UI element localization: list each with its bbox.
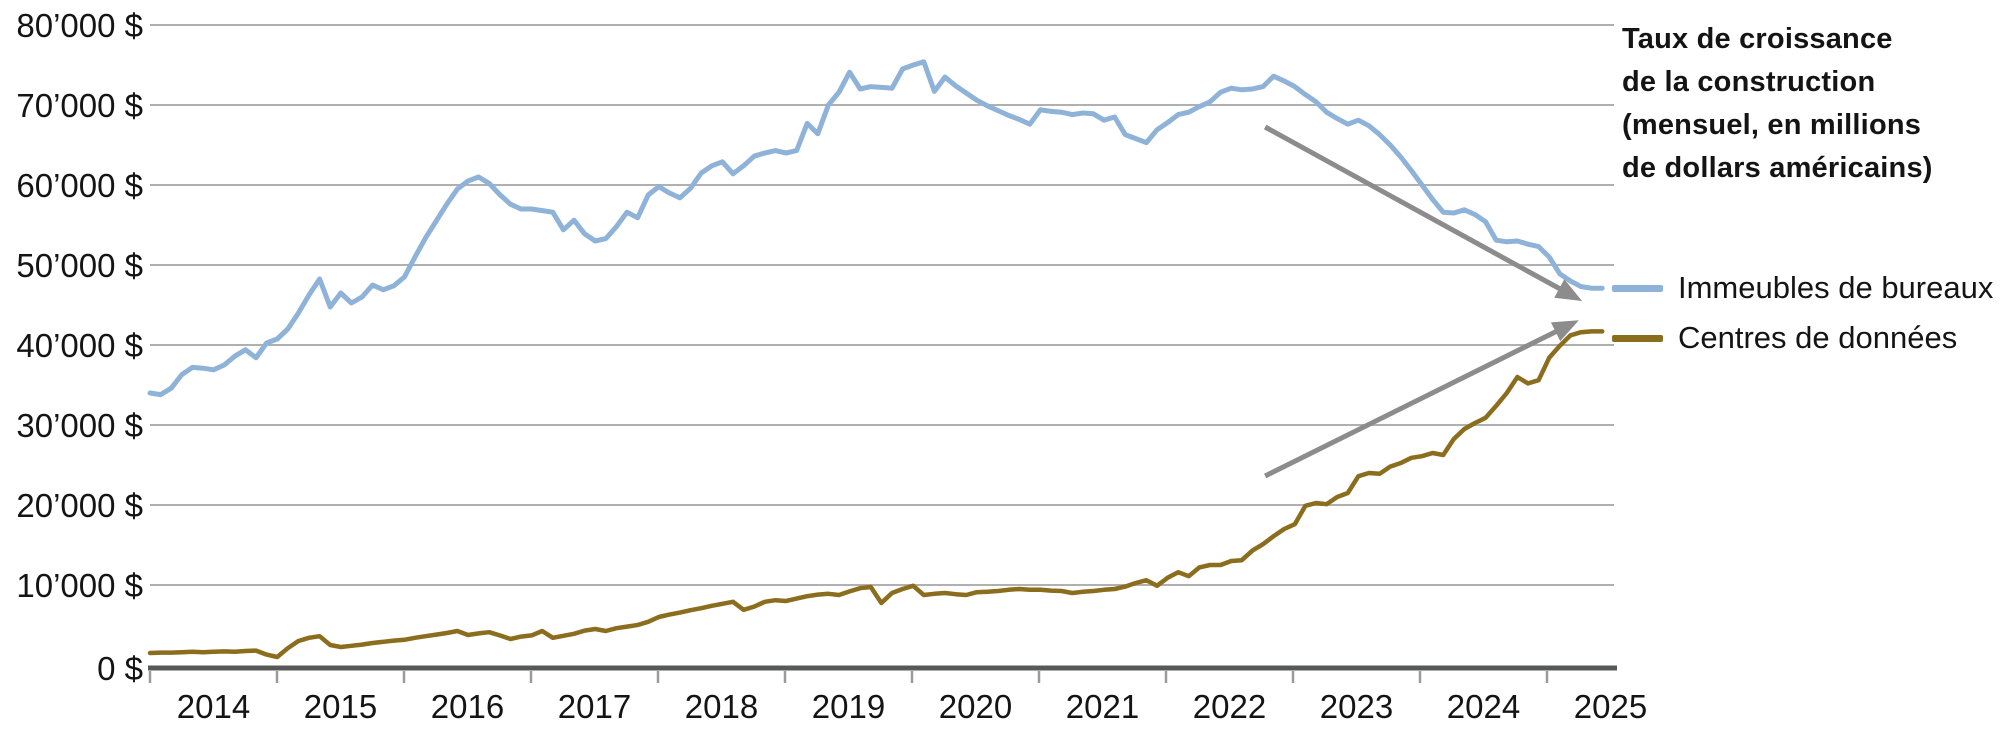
x-axis-label: 2022 bbox=[1193, 688, 1266, 725]
x-axis-label: 2018 bbox=[685, 688, 758, 725]
legend-label-centres: Centres de données bbox=[1678, 320, 1958, 355]
legend-swatch-immeubles-icon bbox=[1612, 284, 1663, 292]
legend-item-centres-de-donnees: Centres de données bbox=[1612, 320, 1958, 355]
y-axis-label: 10’000 $ bbox=[16, 567, 143, 604]
x-axis-label: 2014 bbox=[177, 688, 250, 725]
annotation-arrow-shaft-0 bbox=[1263, 124, 1566, 294]
x-axis-label: 2017 bbox=[558, 688, 631, 725]
x-axis-label: 2023 bbox=[1320, 688, 1393, 725]
y-axis-label: 80’000 $ bbox=[16, 7, 143, 44]
legend-label-immeubles: Immeubles de bureaux bbox=[1678, 270, 1994, 305]
x-axis-label: 2020 bbox=[939, 688, 1012, 725]
chart-title: Taux de croissance de la construction (m… bbox=[1622, 23, 1933, 184]
annotation-arrow-shaft-1 bbox=[1264, 326, 1563, 479]
series-line-immeubles-de-bureaux bbox=[147, 59, 1605, 398]
annotation-arrowhead-icon-1 bbox=[1550, 320, 1579, 342]
y-axis-label: 60’000 $ bbox=[16, 167, 143, 204]
x-axis-label: 2025 bbox=[1574, 688, 1647, 725]
y-axis-label: 0 $ bbox=[97, 650, 143, 687]
y-axis-label: 70’000 $ bbox=[16, 87, 143, 124]
annotation-arrowhead-icon-0 bbox=[1554, 279, 1583, 301]
x-axis-label: 2024 bbox=[1447, 688, 1520, 725]
y-axis-label: 30’000 $ bbox=[16, 407, 143, 444]
x-axis-label: 2015 bbox=[304, 688, 377, 725]
y-axis-label: 40’000 $ bbox=[16, 327, 143, 364]
y-axis-label: 20’000 $ bbox=[16, 487, 143, 524]
legend-swatch-centres-icon bbox=[1612, 334, 1663, 342]
legend-item-immeubles-de-bureaux: Immeubles de bureaux bbox=[1612, 270, 1994, 305]
series-line-centres-de-donnees bbox=[147, 329, 1605, 660]
x-axis-label: 2016 bbox=[431, 688, 504, 725]
x-axis-label: 2019 bbox=[812, 688, 885, 725]
x-axis-label: 2021 bbox=[1066, 688, 1139, 725]
y-axis-label: 50’000 $ bbox=[16, 247, 143, 284]
